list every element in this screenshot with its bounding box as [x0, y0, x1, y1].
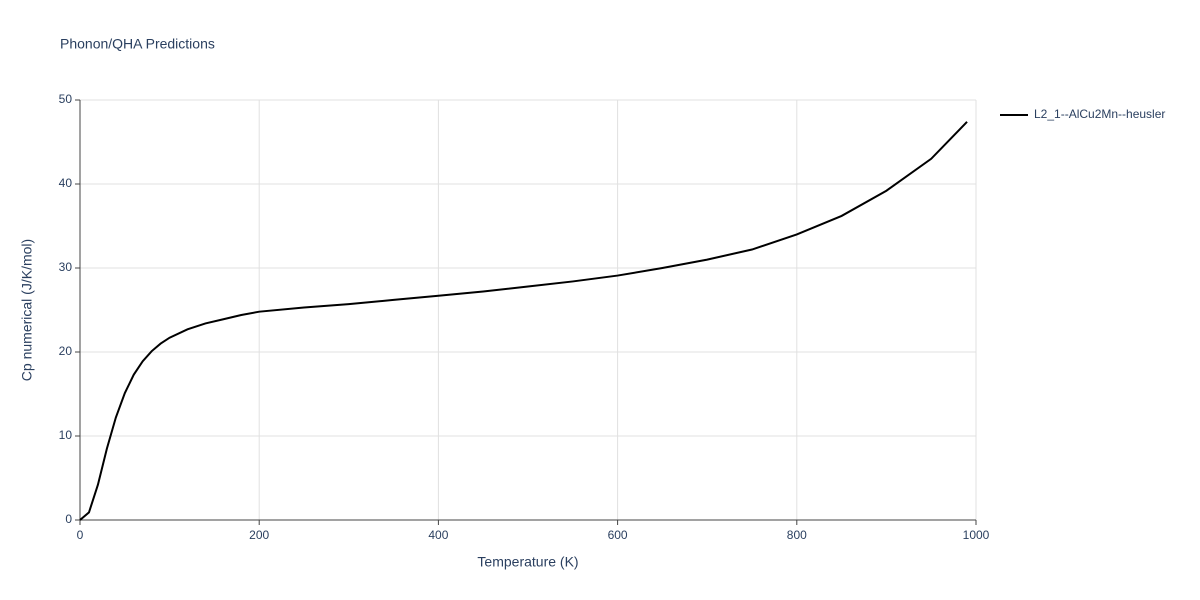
y-tick-label: 40	[59, 176, 73, 190]
y-tick-label: 10	[59, 428, 73, 442]
x-tick-label: 600	[608, 528, 628, 542]
y-tick-label: 20	[59, 344, 73, 358]
line-series	[79, 121, 968, 521]
x-axis-label: Temperature (K)	[477, 554, 578, 570]
legend-label: L2_1--AlCu2Mn--heusler	[1034, 107, 1165, 121]
x-tick-label: 800	[787, 528, 807, 542]
chart-title: Phonon/QHA Predictions	[60, 36, 215, 52]
y-tick-label: 30	[59, 260, 73, 274]
y-tick-label: 50	[59, 92, 73, 106]
y-tick-label: 0	[65, 512, 72, 526]
x-tick-label: 400	[428, 528, 448, 542]
y-axis-label: Cp numerical (J/K/mol)	[19, 239, 35, 381]
x-tick-label: 200	[249, 528, 269, 542]
x-tick-label: 0	[77, 528, 84, 542]
x-tick-label: 1000	[963, 528, 990, 542]
